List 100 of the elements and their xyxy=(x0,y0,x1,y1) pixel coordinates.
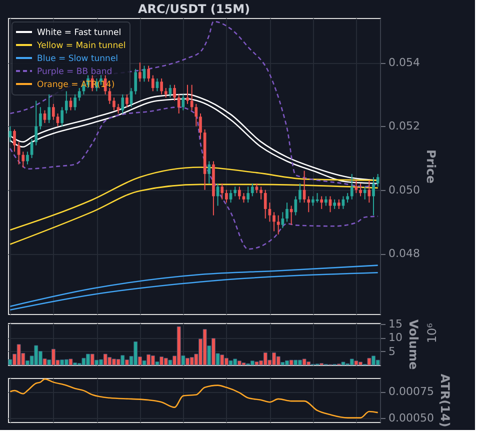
y-tick-label: 0.052 xyxy=(388,120,420,133)
candlestick xyxy=(320,196,324,210)
bar xyxy=(341,362,346,366)
candlestick xyxy=(34,100,38,146)
bar xyxy=(202,329,207,366)
candlestick xyxy=(147,65,150,82)
bar xyxy=(68,358,73,366)
candlestick xyxy=(234,186,237,197)
candlestick xyxy=(372,176,375,216)
candlestick xyxy=(22,151,25,168)
candlestick xyxy=(354,180,358,194)
bar xyxy=(190,357,194,366)
y-axis-title: Price xyxy=(424,149,438,184)
bar xyxy=(90,354,94,366)
candlestick xyxy=(126,94,128,108)
candlestick xyxy=(363,186,366,200)
candlestick xyxy=(13,128,16,152)
candlestick xyxy=(138,62,142,82)
legend-label: Blue = Slow tunnel xyxy=(37,54,118,64)
candlestick xyxy=(164,88,168,98)
candlestick xyxy=(298,183,302,204)
candlestick xyxy=(286,202,288,222)
line-series xyxy=(10,378,378,418)
candlestick xyxy=(225,189,228,204)
candlestick xyxy=(121,94,124,114)
candlestick xyxy=(116,103,120,114)
candlestick xyxy=(307,196,310,213)
legend-label: Yellow = Main tunnel xyxy=(36,41,126,51)
candlestick xyxy=(194,103,198,127)
bar xyxy=(376,360,380,366)
candlestick xyxy=(250,183,254,197)
line-series xyxy=(10,184,378,245)
y-tick-label: 0.054 xyxy=(388,56,420,70)
candlestick xyxy=(64,90,68,114)
candlestick xyxy=(246,186,250,204)
candlestick xyxy=(177,94,180,114)
candlestick xyxy=(255,183,258,194)
y-axis-title: Volume xyxy=(406,319,420,370)
candlestick xyxy=(376,173,380,188)
bar xyxy=(302,358,306,366)
candlestick xyxy=(264,189,267,220)
candlestick xyxy=(186,84,189,104)
candlestick xyxy=(242,192,246,204)
candlestick xyxy=(30,138,34,159)
candlestick xyxy=(260,186,262,200)
y-tick-label: 10 xyxy=(388,331,402,344)
candlestick xyxy=(48,94,51,124)
candlestick xyxy=(272,212,276,232)
bar xyxy=(254,362,259,366)
candlestick xyxy=(26,151,29,165)
candlestick xyxy=(199,112,202,140)
bar xyxy=(294,360,298,366)
bar xyxy=(354,360,358,366)
bar xyxy=(228,360,233,366)
bar xyxy=(367,358,372,366)
candlestick xyxy=(108,88,112,104)
line-series xyxy=(10,166,378,231)
bar xyxy=(82,358,86,366)
y-tick-label: 0.00075 xyxy=(388,385,434,398)
candlestick xyxy=(238,186,241,200)
candlestick xyxy=(130,88,133,108)
bar xyxy=(116,359,120,366)
candlestick xyxy=(359,183,362,197)
legend-label: Purple = BB band xyxy=(37,67,112,77)
candlestick xyxy=(281,212,284,229)
bar xyxy=(276,356,280,366)
candlestick xyxy=(276,214,280,235)
candlestick xyxy=(294,196,298,216)
candlestick xyxy=(8,126,12,143)
candlestick xyxy=(151,74,154,92)
candlestick xyxy=(112,97,116,111)
candlestick xyxy=(39,106,42,130)
bar xyxy=(16,344,21,366)
candlestick xyxy=(324,196,328,206)
candlestick xyxy=(134,68,138,95)
y-tick-label: 0.048 xyxy=(388,247,420,260)
bar xyxy=(242,362,246,366)
y-tick-label: 15 xyxy=(388,317,402,330)
candlestick xyxy=(78,88,81,102)
candlestick xyxy=(173,84,176,102)
bar xyxy=(108,357,112,366)
candlestick xyxy=(190,84,194,111)
y-axis-title: ATR(14) xyxy=(438,374,452,428)
bar xyxy=(289,360,294,366)
candlestick xyxy=(52,103,55,120)
bar xyxy=(103,354,108,366)
candlestick xyxy=(290,205,293,226)
candlestick xyxy=(333,198,336,210)
chart-title: ARC/USDT (15M) xyxy=(138,2,250,16)
y-tick-label: 0.00050 xyxy=(388,411,434,424)
bar xyxy=(176,326,181,366)
candlestick xyxy=(337,198,340,210)
y-tick-label: 5 xyxy=(388,344,396,358)
candlestick xyxy=(350,173,354,200)
y-tick-label: 0.050 xyxy=(388,183,420,196)
candlestick xyxy=(312,196,314,206)
candlestick xyxy=(60,106,64,127)
line-series xyxy=(10,264,378,308)
legend-label: White = Fast tunnel xyxy=(37,28,122,38)
candlestick xyxy=(160,78,163,95)
